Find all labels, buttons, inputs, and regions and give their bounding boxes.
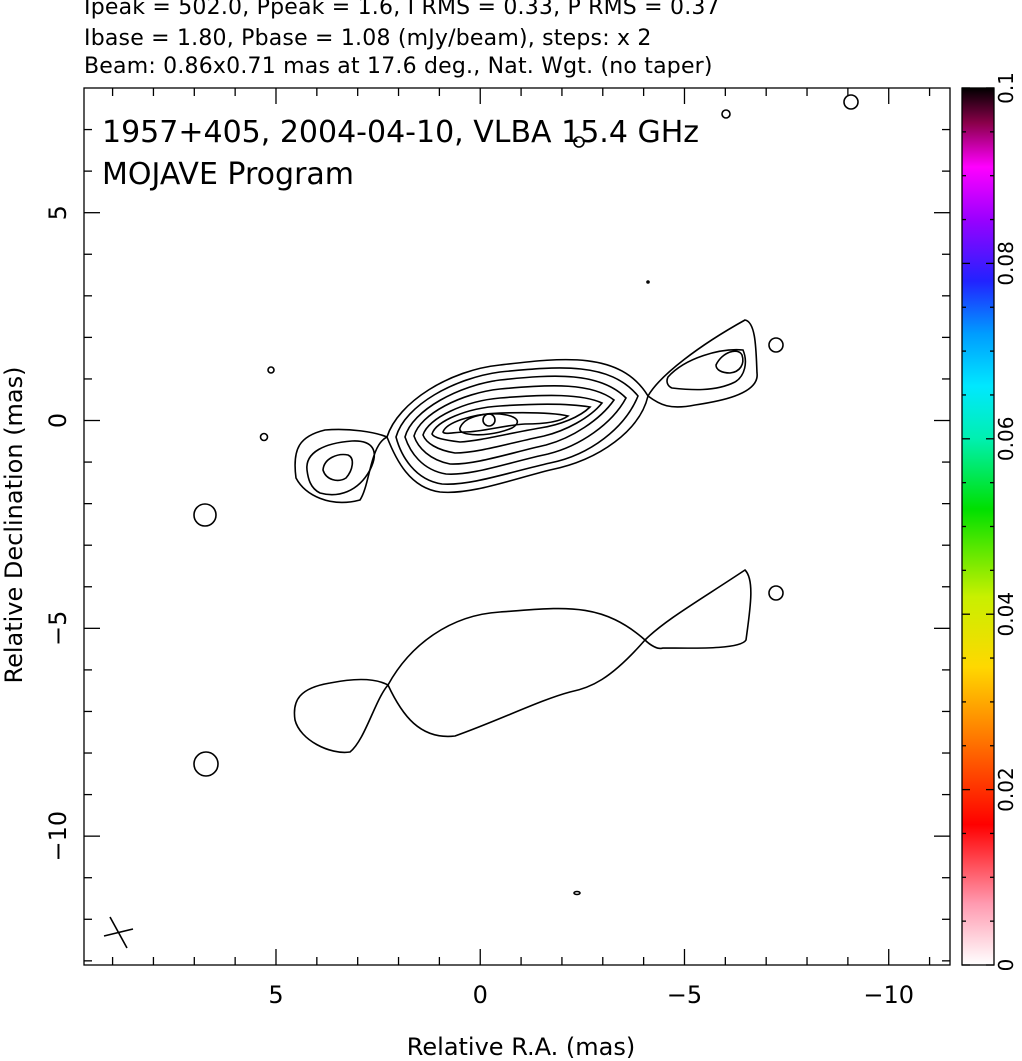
axis-ticks [84, 88, 950, 965]
colorbar-tick-label: 0.06 [994, 417, 1018, 462]
plot-title-line-1: 1957+405, 2004-04-10, VLBA 15.4 GHz [102, 115, 699, 150]
x-axis-label: Relative R.A. (mas) [407, 1033, 635, 1061]
intensity-contour-outer [294, 319, 758, 504]
colorbar-tick-label: 0.1 [994, 72, 1018, 104]
x-tick-label: −10 [863, 981, 914, 1009]
colorbar-ticks [962, 87, 994, 966]
y-tick-label: 0 [44, 413, 72, 428]
colorbar-tick-label: 0.04 [994, 592, 1018, 637]
y-tick-label: 5 [44, 205, 72, 220]
colorbar [961, 87, 995, 966]
polarization-contour-outer [293, 568, 752, 754]
colorbar-tick-label: 0 [994, 959, 1018, 972]
colorbar-tick-labels: 0 0.02 0.04 0.06 0.08 0.1 [994, 72, 1018, 971]
plot-title-line-2: MOJAVE Program [102, 157, 354, 192]
y-axis-label: Relative Declination (mas) [0, 366, 28, 683]
header-line-1: Ipeak = 502.0, Ppeak = 1.6, I RMS = 0.33… [84, 0, 720, 20]
header-line-3: Beam: 0.86x0.71 mas at 17.6 deg., Nat. W… [84, 54, 713, 79]
polarization-contours [193, 568, 784, 896]
x-tick-label: −5 [667, 981, 702, 1009]
y-tick-label: −5 [44, 611, 72, 646]
intensity-contours [193, 94, 859, 527]
colorbar-tick-label: 0.02 [994, 767, 1018, 812]
x-tick-label: 5 [268, 981, 283, 1009]
plot-frame [83, 87, 951, 966]
colorbar-tick-label: 0.08 [994, 241, 1018, 286]
header-line-2: Ibase = 1.80, Pbase = 1.08 (mJy/beam), s… [84, 26, 652, 51]
y-tick-label: −10 [44, 811, 72, 862]
axis-tick-labels: 5 0 −5 −10 5 0 −5 −10 [44, 205, 914, 1009]
beam-symbol [103, 916, 134, 949]
x-tick-label: 0 [473, 981, 488, 1009]
